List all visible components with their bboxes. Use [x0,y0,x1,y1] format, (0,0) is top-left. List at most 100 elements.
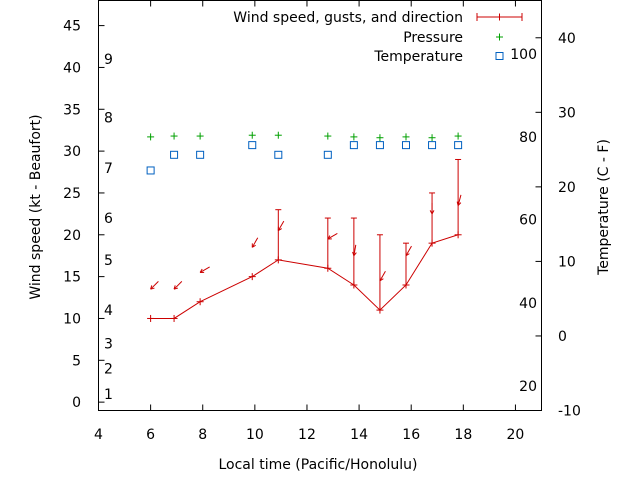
arrow-head [150,285,153,290]
temperature-point [454,141,463,150]
x-axis-label: Local time (Pacific/Honolulu) [218,457,417,473]
legend-key-wind [476,13,523,21]
wind-direction-arrow [429,202,435,215]
fahrenheit-label: 20 [519,379,537,395]
temperature-point [170,150,179,159]
pressure-point [376,134,384,142]
legend-label-wind: Wind speed, gusts, and direction [233,10,463,26]
arrow-shaft [199,266,210,273]
arrow-head [457,202,462,206]
y-tick-label: 5 [72,353,81,369]
temperature-point [349,141,358,150]
x-tick-label: 18 [454,427,472,443]
y2-axis-label: Temperature (C - F) [596,139,612,276]
wind-direction-arrow [199,266,210,273]
wind-speed-line [150,234,459,319]
wind-speed-point [170,314,178,322]
arrow-head [173,287,179,290]
pressure-point [402,133,410,141]
x-tick-label: 10 [246,427,264,443]
y-axis-label: Wind speed (kt - Beaufort) [28,114,44,299]
data-marks [146,131,463,322]
pressure-point [454,132,462,140]
y2-tick-label: -10 [558,404,581,420]
wind-speed-point [454,231,462,239]
arrow-head [431,210,435,215]
y-tick-label: 40 [63,60,81,76]
y-tick-label: 15 [63,270,81,286]
y2-tick-label: 0 [558,329,567,345]
wind-direction-arrow [277,220,285,232]
beaufort-label: 6 [104,211,113,227]
y2-tick-label: 40 [558,31,576,47]
beaufort-label: 2 [104,362,113,378]
arrow-shaft [150,281,159,290]
arrow-shaft [405,245,412,256]
y-tick-label: 45 [63,19,81,35]
beaufort-label: 9 [104,52,113,68]
pressure-point [428,134,436,142]
arrow-head [429,210,433,215]
y-tick-label: 0 [72,395,81,411]
y2-tick-label: 30 [558,105,576,121]
axis-ticks: 4 6 8 10 12 14 16 18 20051015202530354045-100102… [63,0,581,443]
arrow-head [379,278,384,282]
x-tick-label: 20 [507,427,525,443]
temperature-point [375,141,384,150]
legend-label-pressure: Pressure [403,30,463,46]
arrow-shaft [327,233,338,240]
temperature-point [248,141,257,150]
arrow-shaft [277,220,285,231]
x-tick-label: 12 [298,427,316,443]
wind-direction-arrow [405,245,412,257]
beaufort-label: 4 [104,303,113,319]
wind-speed-point [147,314,155,322]
temperature-point [274,150,283,159]
arrow-head [352,251,355,256]
x-tick-label: 8 [198,427,207,443]
wind-direction-arrow [251,237,259,248]
legend-key-pressure [496,33,503,41]
pressure-point [196,132,204,140]
wind-direction-arrow [327,233,338,240]
wind-speed-point [376,306,384,314]
legend: Wind speed, gusts, and direction Pressure… [233,10,523,65]
wind-direction-arrow [456,194,462,206]
wind-speed-point [324,264,332,272]
fahrenheit-label: 60 [519,213,537,229]
wind-speed-point [248,273,256,281]
legend-key-wind-marker [496,13,503,21]
temperature-point [428,141,437,150]
arrow-shaft [379,271,386,282]
pressure-point [147,133,155,141]
arrow-head [327,235,331,240]
y-tick-label: 30 [63,144,81,160]
y-tick-label: 25 [63,186,81,202]
y-tick-label: 20 [63,228,81,244]
arrow-shaft [457,194,462,206]
x-tick-label: 16 [402,427,420,443]
arrow-head [278,228,282,232]
wind-direction-arrow [173,281,183,290]
temperature-point [146,166,155,175]
x-tick-label: 4 [94,427,103,443]
pressure-point [274,131,282,139]
y2-tick-label: 20 [558,180,576,196]
pressure-point [350,133,358,141]
beaufort-label: 3 [104,337,113,353]
beaufort-label: 7 [104,161,113,177]
pressure-point [248,131,256,139]
x-tick-label: 6 [146,427,155,443]
beaufort-label: 1 [104,387,113,403]
y2-tick-label: 10 [558,254,576,270]
arrow-shaft [173,281,183,290]
fahrenheit-label: 40 [519,296,537,312]
temperature-point [196,150,205,159]
legend-key-temperature [495,52,504,60]
wind-direction-arrow [379,271,386,282]
fahrenheit-label: 80 [519,130,537,146]
arrow-head [251,244,256,248]
pressure-point [170,132,178,140]
wind-speed-point [274,256,282,264]
